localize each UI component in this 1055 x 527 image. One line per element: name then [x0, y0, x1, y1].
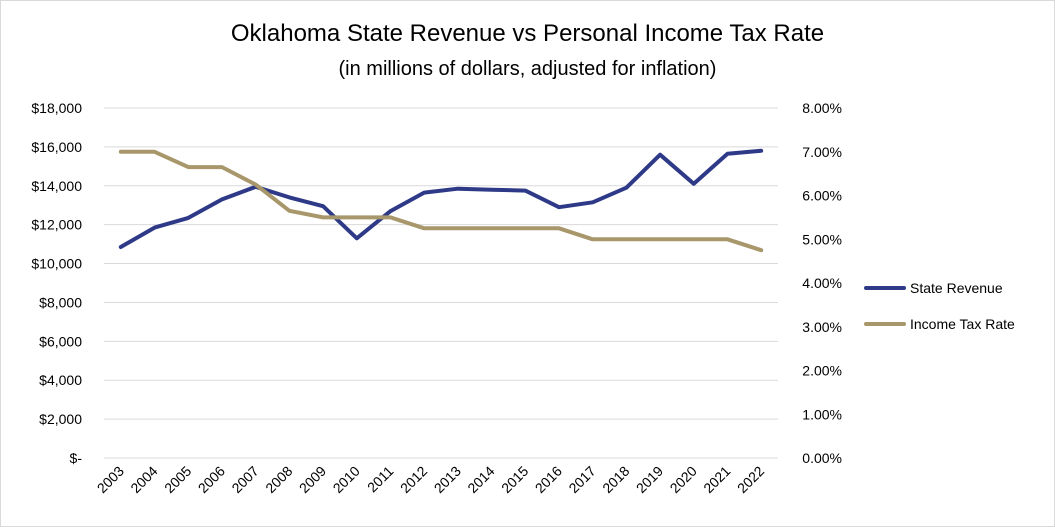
chart-subtitle: (in millions of dollars, adjusted for in… — [338, 58, 717, 80]
legend-label: Income Tax Rate — [910, 316, 1015, 332]
right-tick-label: 6.00% — [802, 188, 842, 204]
left-tick-label: $18,000 — [31, 100, 82, 116]
x-tick-label: 2020 — [667, 463, 700, 496]
x-tick-label: 2008 — [262, 463, 295, 496]
series-lines — [118, 148, 764, 253]
chart-title: Oklahoma State Revenue vs Personal Incom… — [230, 20, 825, 47]
right-tick-label: 3.00% — [802, 319, 842, 335]
x-tick-label: 2014 — [464, 463, 497, 496]
left-tick-label: $14,000 — [31, 178, 82, 194]
right-tick-label: 5.00% — [802, 231, 842, 247]
x-tick-label: 2015 — [498, 463, 531, 496]
left-axis-ticks: $- $2,000 $4,000 $6,000 $8,000 $10,000 $12,000… — [31, 100, 82, 466]
x-tick-label: 2009 — [296, 463, 329, 496]
left-tick-label: $12,000 — [31, 217, 82, 233]
series-line — [118, 148, 764, 249]
x-tick-label: 2003 — [94, 463, 127, 496]
x-tick-label: 2004 — [127, 463, 160, 496]
x-tick-label: 2010 — [330, 463, 363, 496]
x-tick-label: 2012 — [397, 463, 430, 496]
x-tick-label: 2018 — [599, 463, 632, 496]
right-axis-ticks: 0.00% 1.00% 2.00% 3.00% 4.00% 5.00% 6.00% 7.00%… — [802, 100, 842, 466]
left-tick-label: $10,000 — [31, 256, 82, 272]
left-tick-label: $2,000 — [39, 411, 82, 427]
left-tick-label: $4,000 — [39, 372, 82, 388]
left-tick-label: $8,000 — [39, 294, 82, 310]
x-tick-label: 2021 — [700, 463, 733, 496]
right-tick-label: 8.00% — [802, 100, 842, 116]
x-tick-label: 2016 — [532, 463, 565, 496]
gridlines — [104, 107, 778, 459]
x-tick-label: 2006 — [195, 463, 228, 496]
x-tick-label: 2013 — [431, 463, 464, 496]
x-tick-label: 2022 — [734, 463, 767, 496]
right-tick-label: 0.00% — [802, 450, 842, 466]
left-tick-label: $6,000 — [39, 333, 82, 349]
x-tick-label: 2005 — [161, 463, 194, 496]
legend-label: State Revenue — [910, 280, 1003, 296]
right-tick-label: 7.00% — [802, 144, 842, 160]
series-line — [118, 149, 764, 253]
left-tick-label: $- — [70, 450, 83, 466]
x-tick-label: 2019 — [633, 463, 666, 496]
left-tick-label: $16,000 — [31, 139, 82, 155]
right-tick-label: 1.00% — [802, 406, 842, 422]
legend: State Revenue Income Tax Rate — [864, 280, 1015, 332]
x-tick-label: 2017 — [565, 463, 598, 496]
x-tick-label: 2007 — [228, 463, 261, 496]
right-tick-label: 4.00% — [802, 275, 842, 291]
right-tick-label: 2.00% — [802, 363, 842, 379]
x-tick-label: 2011 — [364, 463, 397, 496]
x-axis-ticks: 2003 2004 2005 2006 2007 2008 2009 2010 2011 2012… — [94, 463, 768, 496]
